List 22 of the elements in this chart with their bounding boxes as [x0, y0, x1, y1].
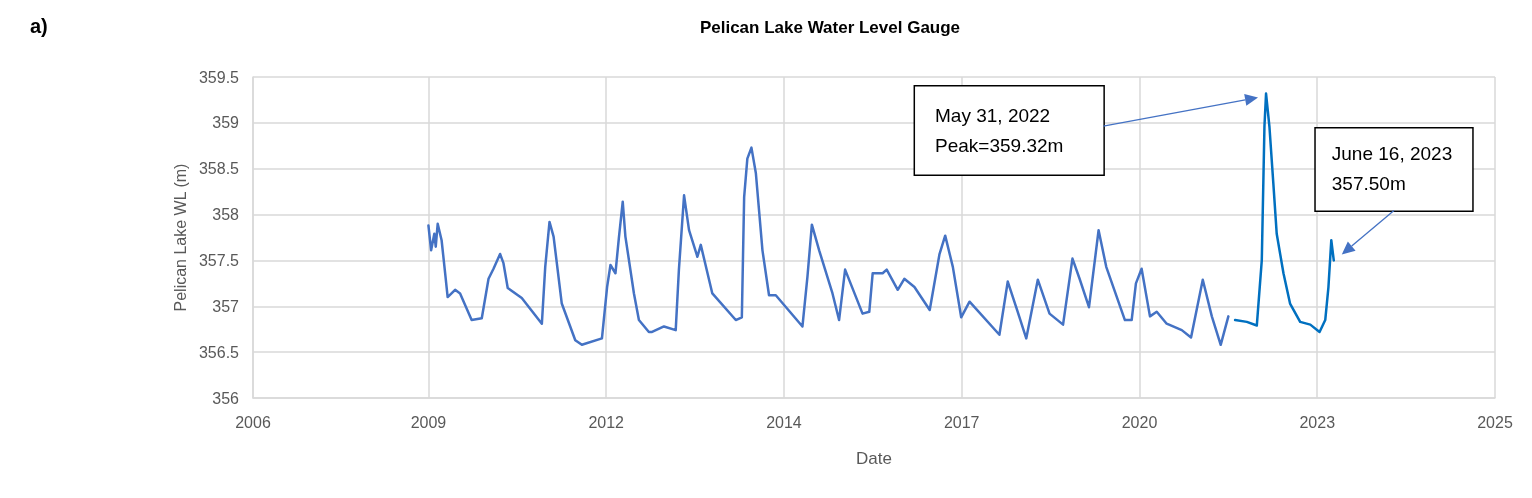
- y-tick-label: 356: [212, 389, 240, 407]
- annotation: June 16, 2023 357.50m: [1331, 142, 1453, 194]
- annotation: May 31, 2022 Peak=359.32m: [935, 105, 1064, 157]
- y-tick-label: 359.5: [198, 68, 240, 86]
- x-tick-label: 2020: [1121, 413, 1158, 431]
- x-tick-label: 2023: [1299, 413, 1336, 431]
- text: a): [30, 15, 48, 37]
- x-tick-label: 2009: [410, 413, 447, 431]
- x-axis-title: Date: [856, 449, 892, 468]
- x-tick-label: 2017: [943, 413, 980, 431]
- y-tick-label: 357.5: [198, 251, 240, 269]
- y-tick-label: 359: [212, 114, 240, 132]
- y-axis-title: Pelican Lake WL (m): [171, 163, 189, 312]
- x-tick-label: 2025: [1477, 413, 1513, 431]
- x-tick-label: 2006: [235, 413, 271, 431]
- y-tick-label: 358: [212, 206, 240, 224]
- chart-title: Pelican Lake Water Level Gauge: [699, 18, 961, 37]
- y-tick-label: 356.5: [198, 343, 240, 361]
- y-tick-label: 357: [212, 297, 240, 315]
- x-tick-label: 2014: [766, 413, 802, 431]
- y-tick-label: 358.5: [198, 160, 240, 178]
- x-tick-label: 2012: [588, 413, 625, 431]
